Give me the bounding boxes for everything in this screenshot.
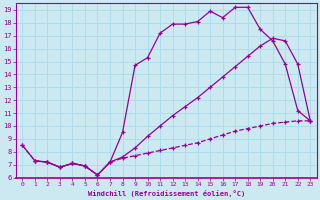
X-axis label: Windchill (Refroidissement éolien,°C): Windchill (Refroidissement éolien,°C) bbox=[88, 190, 245, 197]
